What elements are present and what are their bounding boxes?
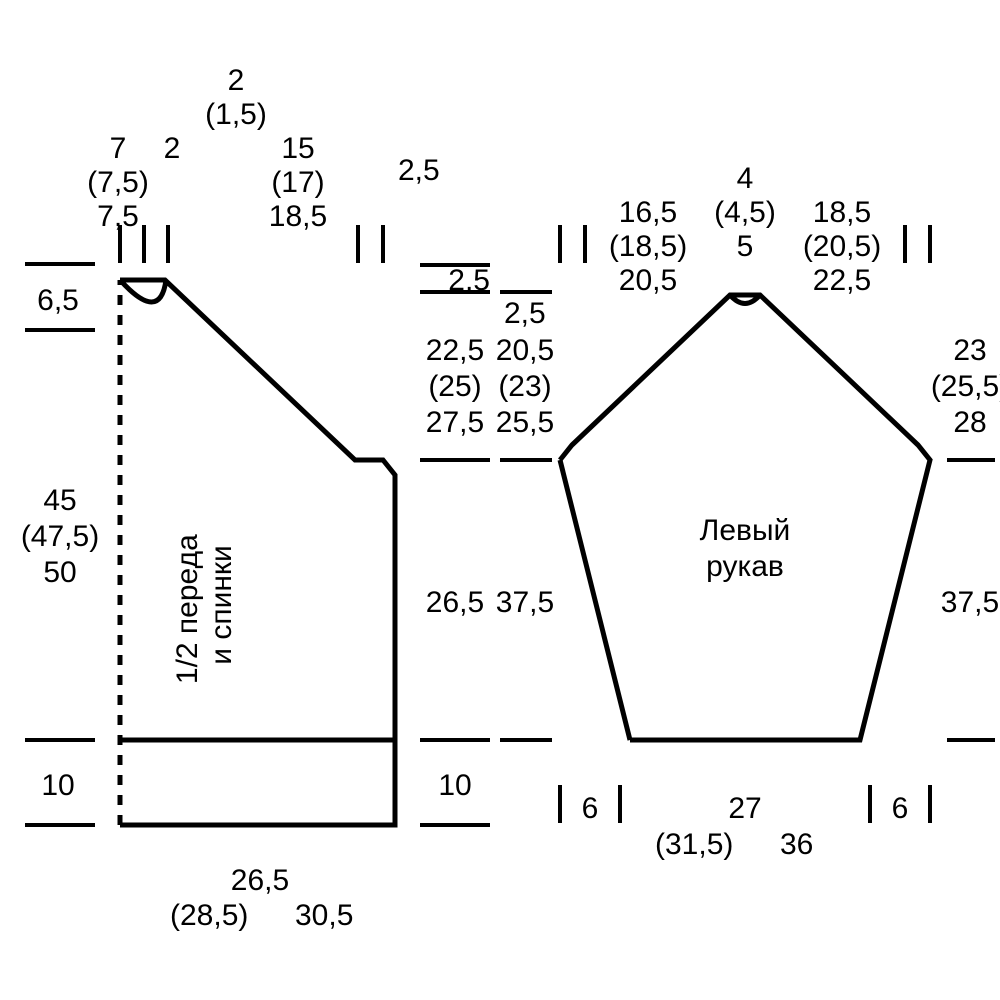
m-mid-225: 22,5: [426, 334, 484, 367]
m-l-65: 6,5: [37, 284, 79, 317]
body-label-l2: и спинки: [205, 545, 238, 665]
svg-text:1/2 переда и спинки: 1/2 переда и спинки: [171, 526, 238, 684]
m-sh-25: 2,5: [398, 154, 440, 187]
body-label: 1/2 переда и спинки: [171, 526, 238, 684]
m-sh-185: 18,5: [269, 200, 327, 233]
m-sl-c5: 5: [737, 230, 754, 263]
pattern-diagram: 1/2 переда и спинки 2 (1,5) 7 (7,5) 7,5 …: [0, 0, 1000, 1000]
m-sl-l205: 20,5: [619, 264, 677, 297]
m-l-10: 10: [41, 769, 74, 802]
m-l-50: 50: [43, 556, 76, 589]
m-sh-15: 15: [281, 132, 314, 165]
m-slmr-375: 37,5: [941, 586, 999, 619]
m-neck-7: 7: [110, 132, 127, 165]
m-body-top-2: 2: [228, 64, 245, 97]
m-slb-l6: 6: [582, 792, 599, 825]
m-sl-l185: (18,5): [609, 230, 687, 263]
m-neck-2b: 2: [164, 132, 181, 165]
m-mid-10: 10: [438, 769, 471, 802]
m-sl-tiny25: 2,5: [504, 297, 546, 330]
m-neck-75: 7,5: [97, 200, 139, 233]
m-l-45: 45: [43, 484, 76, 517]
m-mid-25: 2,5: [448, 264, 490, 297]
m-sl-r205: (20,5): [803, 230, 881, 263]
m-body-top-15p: (1,5): [205, 98, 267, 131]
m-sl-l165: 16,5: [619, 196, 677, 229]
m-mid-275: 27,5: [426, 406, 484, 439]
sleeve-label-l2: рукав: [706, 550, 784, 583]
m-mid-25p: (25): [428, 370, 481, 403]
m-slmr-255: (25,5): [931, 370, 1000, 403]
m-sl-c4: 4: [737, 162, 754, 195]
body-piece: [120, 280, 395, 825]
m-l-475: (47,5): [21, 520, 99, 553]
m-sl-r185: 18,5: [813, 196, 871, 229]
m-bw-265: 26,5: [231, 864, 289, 897]
m-slmr-28: 28: [953, 406, 986, 439]
m-slml-205: 20,5: [496, 334, 554, 367]
m-mid-265: 26,5: [426, 586, 484, 619]
body-label-l1: 1/2 переда: [171, 534, 204, 684]
m-slml-375: 37,5: [496, 586, 554, 619]
m-sl-c45: (4,5): [714, 196, 776, 229]
m-slml-23: (23): [498, 370, 551, 403]
m-slmr-23: 23: [953, 334, 986, 367]
m-sh-17: (17): [271, 166, 324, 199]
m-slb-315: (31,5): [655, 828, 733, 861]
m-slb-27: 27: [728, 792, 761, 825]
m-bw-305: 30,5: [295, 899, 353, 932]
m-slml-255: 25,5: [496, 406, 554, 439]
m-slb-36: 36: [780, 828, 813, 861]
m-sl-r225: 22,5: [813, 264, 871, 297]
sleeve-label-l1: Левый: [700, 514, 791, 547]
m-neck-75p: (7,5): [87, 166, 149, 199]
m-bw-285: (28,5): [170, 899, 248, 932]
m-slb-r6: 6: [892, 792, 909, 825]
body-top-ticks: [120, 225, 383, 263]
